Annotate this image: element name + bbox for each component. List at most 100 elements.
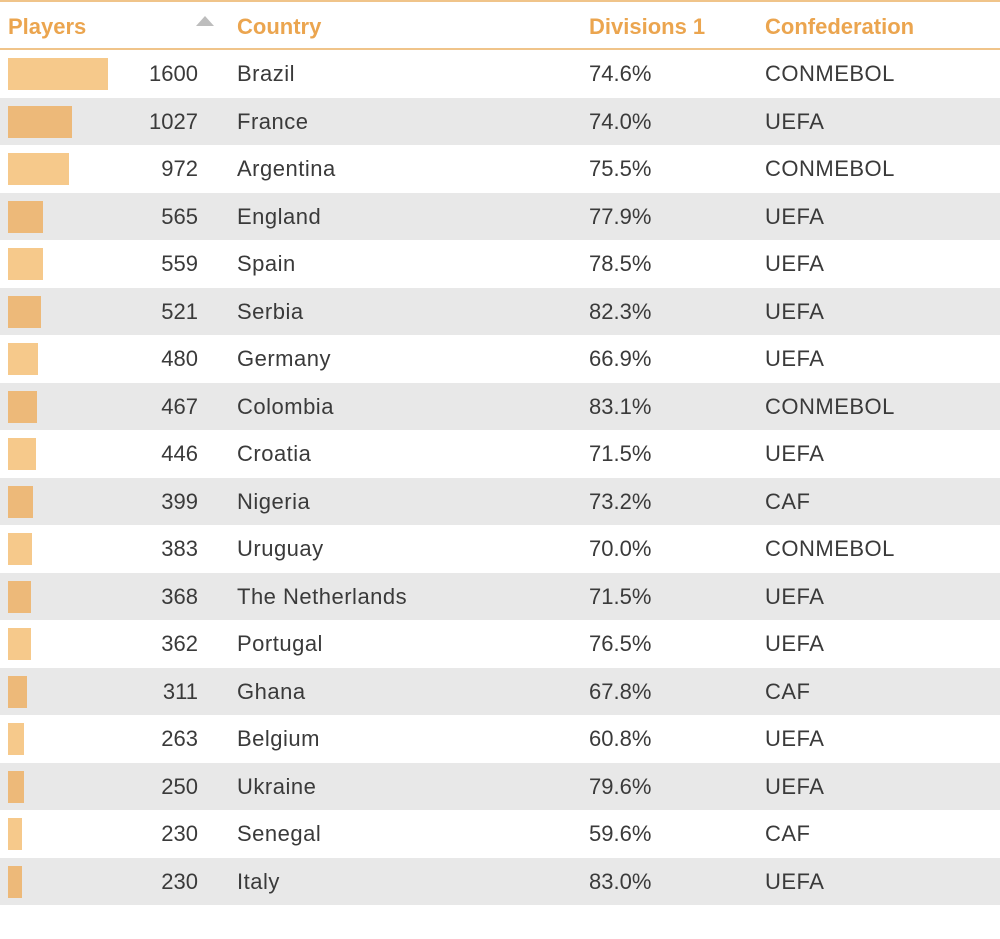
players-bar [8, 485, 33, 518]
divisions-value: 76.5% [589, 631, 652, 656]
table-row: 1027 France 74.0% UEFA [0, 97, 1000, 145]
table-row: 399 Nigeria 73.2% CAF [0, 477, 1000, 525]
table-row: 230 Italy 83.0% UEFA [0, 857, 1000, 905]
column-header-players[interactable]: Players [8, 14, 87, 39]
players-bar [8, 580, 31, 613]
confederation-value: CONMEBOL [765, 536, 895, 561]
divisions-value: 74.0% [589, 108, 652, 134]
divisions-value: 66.9% [589, 346, 652, 371]
table-header: Players Country Divisions 1 Confederatio… [0, 0, 1000, 50]
divisions-value: 78.5% [589, 251, 652, 276]
players-value: 565 [161, 203, 198, 229]
divisions-value: 59.6% [589, 821, 652, 846]
table-row: 311 Ghana 67.8% CAF [0, 667, 1000, 715]
players-bar [8, 675, 27, 708]
country-name: Belgium [237, 726, 320, 751]
players-value: 467 [161, 393, 198, 419]
confederation-value: UEFA [765, 631, 825, 656]
country-name: Croatia [237, 441, 312, 466]
players-value: 559 [161, 251, 198, 276]
players-bar [8, 295, 41, 328]
players-bar [8, 723, 24, 755]
column-header-confederation[interactable]: Confederation [765, 14, 915, 39]
players-bar [8, 343, 38, 375]
confederation-value: UEFA [765, 108, 825, 134]
players-value: 250 [161, 773, 198, 799]
divisions-value: 75.5% [589, 156, 652, 181]
country-name: Ukraine [237, 773, 317, 799]
divisions-value: 74.6% [589, 61, 652, 86]
players-value: 399 [161, 488, 198, 514]
players-value: 383 [161, 536, 198, 561]
country-name: Germany [237, 346, 331, 371]
country-name: France [237, 108, 309, 134]
table-row: 1600 Brazil 74.6% CONMEBOL [0, 50, 1000, 98]
table-body: 1600 Brazil 74.6% CONMEBOL 1027 France 74.0% UE… [0, 50, 1000, 905]
country-name: Ghana [237, 678, 306, 704]
sort-ascending-icon[interactable] [196, 16, 214, 26]
country-name: Spain [237, 251, 296, 276]
confederation-value: UEFA [765, 726, 825, 751]
divisions-value: 71.5% [589, 583, 652, 609]
divisions-value: 77.9% [589, 203, 652, 229]
confederation-value: UEFA [765, 583, 825, 609]
table-row: 565 England 77.9% UEFA [0, 192, 1000, 240]
confederation-value: CAF [765, 821, 811, 846]
players-value: 1027 [149, 108, 198, 134]
country-name: Brazil [237, 61, 296, 86]
country-name: The Netherlands [237, 583, 408, 609]
table-row: 383 Uruguay 70.0% CONMEBOL [0, 525, 1000, 573]
players-value: 230 [161, 868, 198, 894]
players-bar [8, 153, 69, 185]
country-name: Serbia [237, 298, 304, 324]
country-name: Senegal [237, 821, 322, 846]
table-row: 467 Colombia 83.1% CONMEBOL [0, 382, 1000, 430]
players-value: 480 [161, 346, 198, 371]
table-row: 263 Belgium 60.8% UEFA [0, 715, 1000, 763]
confederation-value: CAF [765, 488, 811, 514]
players-value: 521 [161, 298, 198, 324]
confederation-value: UEFA [765, 298, 825, 324]
players-value: 368 [161, 583, 198, 609]
divisions-value: 67.8% [589, 678, 652, 704]
players-bar [8, 248, 43, 280]
players-value: 263 [161, 726, 198, 751]
table-row: 362 Portugal 76.5% UEFA [0, 620, 1000, 668]
players-value: 230 [161, 821, 198, 846]
players-bar [8, 438, 36, 470]
confederation-value: CONMEBOL [765, 393, 895, 419]
confederation-value: CONMEBOL [765, 156, 895, 181]
country-name: Argentina [237, 156, 336, 181]
table-row: 972 Argentina 75.5% CONMEBOL [0, 145, 1000, 193]
players-bar [8, 390, 37, 423]
players-bar [8, 865, 22, 898]
country-name: Portugal [237, 631, 323, 656]
confederation-value: UEFA [765, 346, 825, 371]
table-row: 521 Serbia 82.3% UEFA [0, 287, 1000, 335]
confederation-value: UEFA [765, 441, 825, 466]
country-name: Uruguay [237, 536, 324, 561]
country-name: England [237, 203, 322, 229]
confederation-value: UEFA [765, 203, 825, 229]
divisions-value: 73.2% [589, 488, 652, 514]
players-bar [8, 628, 31, 660]
divisions-value: 82.3% [589, 298, 652, 324]
players-value: 1600 [149, 61, 198, 86]
table-row: 446 Croatia 71.5% UEFA [0, 430, 1000, 478]
players-value: 362 [161, 631, 198, 656]
column-header-divisions[interactable]: Divisions 1 [589, 14, 706, 39]
players-bar [8, 818, 22, 850]
divisions-value: 83.0% [589, 868, 652, 894]
players-bar [8, 105, 72, 138]
players-value: 311 [162, 678, 198, 704]
divisions-value: 70.0% [589, 536, 652, 561]
confederation-value: CAF [765, 678, 811, 704]
column-header-country[interactable]: Country [237, 14, 322, 39]
confederation-value: UEFA [765, 773, 825, 799]
country-name: Colombia [237, 393, 334, 419]
confederation-value: UEFA [765, 868, 825, 894]
table-row: 368 The Netherlands 71.5% UEFA [0, 572, 1000, 620]
table-row: 480 Germany 66.9% UEFA [0, 335, 1000, 383]
table-row: 559 Spain 78.5% UEFA [0, 240, 1000, 288]
divisions-value: 83.1% [589, 393, 652, 419]
